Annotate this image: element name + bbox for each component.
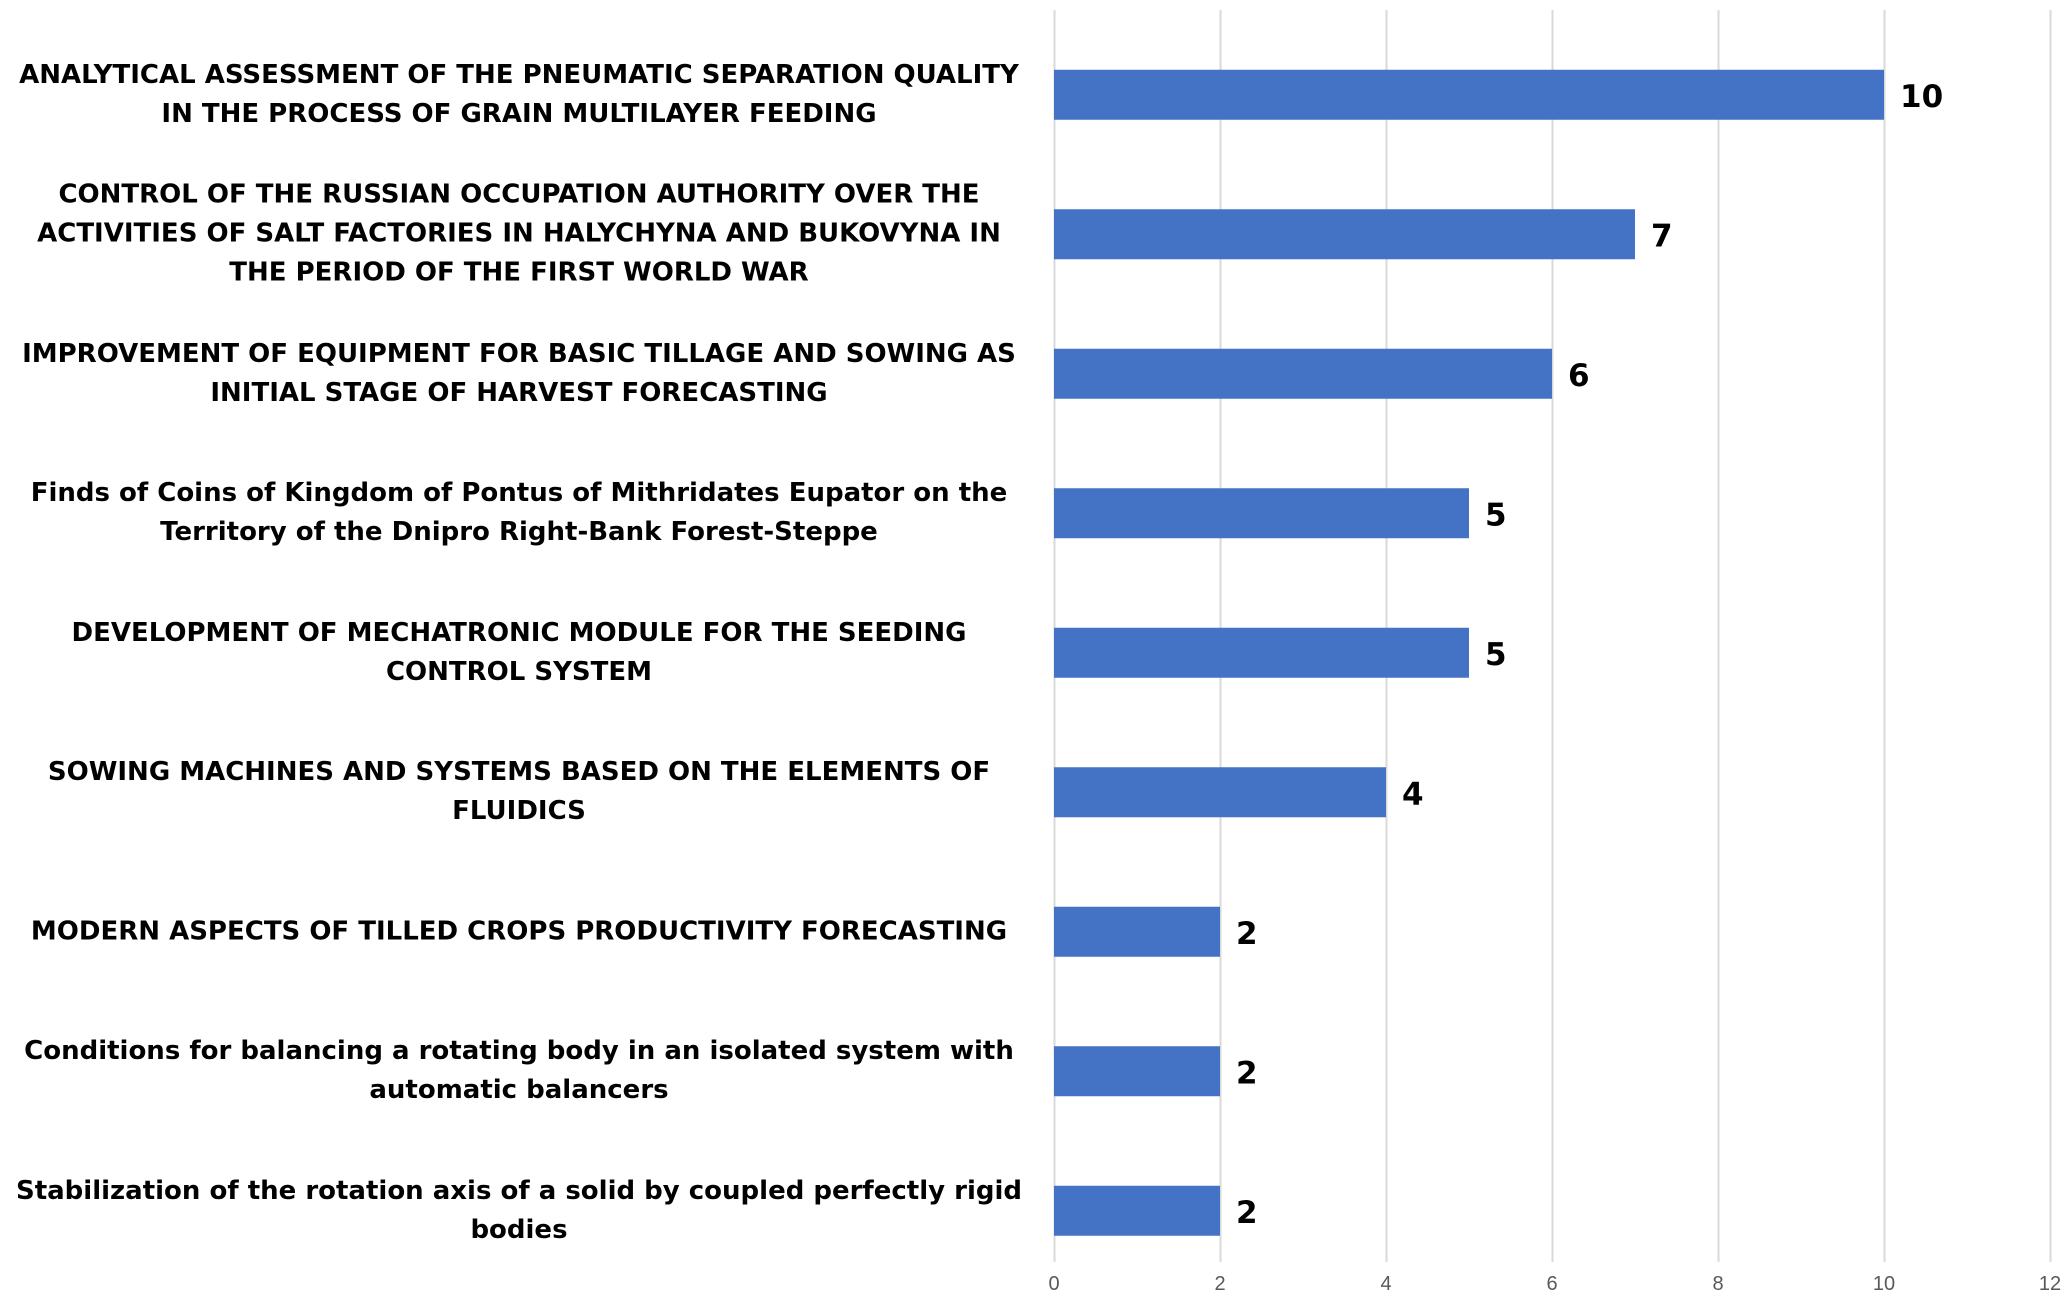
bar [1054, 1185, 1220, 1236]
bar-value-label: 10 [1900, 79, 1943, 115]
x-tick-label: 0 [1048, 1273, 1059, 1295]
data-labels: 10 7 6 5 5 4 2 2 2 [1236, 79, 1943, 1231]
bar-value-label: 2 [1236, 1195, 1258, 1231]
bar-value-label: 2 [1236, 916, 1258, 952]
bar [1054, 906, 1220, 957]
bars [1054, 69, 1884, 1236]
bar [1054, 69, 1884, 120]
x-tick-label: 8 [1712, 1273, 1723, 1295]
x-tick-label: 6 [1546, 1273, 1557, 1295]
category-label: Stabilization of the rotation axis of a … [15, 1175, 1022, 1245]
bar [1054, 209, 1635, 260]
bar-value-label: 2 [1236, 1055, 1258, 1091]
x-axis-ticks: 0 2 4 6 8 10 12 [1048, 1273, 2061, 1295]
bar [1054, 767, 1386, 818]
bar-value-label: 6 [1568, 358, 1590, 394]
x-tick-label: 2 [1214, 1273, 1225, 1295]
category-label: MODERN ASPECTS OF TILLED CROPS PRODUCTIV… [30, 916, 1008, 947]
category-label: IMPROVEMENT OF EQUIPMENT FOR BASIC TILLA… [22, 338, 1016, 408]
x-tick-label: 12 [2039, 1273, 2061, 1295]
bar-value-label: 5 [1485, 637, 1507, 673]
category-label: ANALYTICAL ASSESSMENT OF THE PNEUMATIC S… [19, 59, 1019, 129]
bar-value-label: 7 [1651, 218, 1673, 254]
category-label: SOWING MACHINES AND SYSTEMS BASED ON THE… [47, 757, 991, 827]
bar [1054, 627, 1469, 678]
bar [1054, 348, 1552, 399]
category-label: Conditions for balancing a rotating body… [24, 1036, 1014, 1106]
category-label: Finds of Coins of Kingdom of Pontus of M… [30, 478, 1008, 548]
bar-value-label: 5 [1485, 497, 1507, 533]
x-tick-label: 10 [1873, 1273, 1895, 1295]
category-label: DEVELOPMENT OF MECHATRONIC MODULE FOR TH… [71, 617, 967, 687]
bar [1054, 488, 1469, 539]
bar-value-label: 4 [1402, 776, 1424, 812]
category-label: CONTROL OF THE RUSSIAN OCCUPATION AUTHOR… [37, 179, 1001, 288]
x-tick-label: 4 [1380, 1273, 1391, 1295]
bar [1054, 1046, 1220, 1097]
